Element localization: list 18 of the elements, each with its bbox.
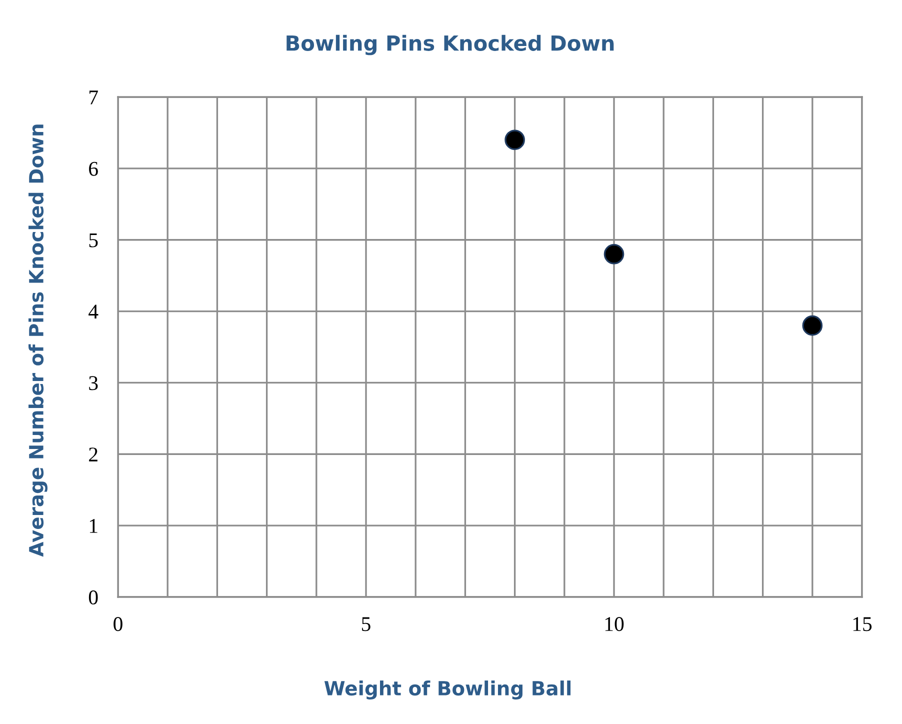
y-axis-title: Average Number of Pins Knocked Down	[28, 124, 48, 557]
point	[504, 130, 525, 150]
y-tick-label: 1	[90, 519, 98, 533]
x-tick-label: 0	[114, 617, 122, 632]
y-tick-label: 0	[88, 590, 98, 604]
x-axis-title: Weight of Bowling Ball	[324, 680, 571, 700]
y-tick-label: 5	[89, 233, 98, 248]
x-tick-label: 5	[362, 617, 370, 632]
y-tick-label: 4	[88, 304, 98, 319]
x-tick-label: 15	[853, 617, 872, 632]
point	[604, 244, 624, 264]
y-tick-label: 6	[89, 162, 98, 176]
point	[802, 315, 823, 336]
y-tick-label: 7	[90, 90, 98, 104]
y-tick-label: 3	[89, 376, 98, 390]
chart-title: Bowling Pins Knocked Down	[286, 34, 614, 56]
x-tick-label: 10	[605, 617, 624, 632]
y-tick-label: 2	[89, 448, 98, 462]
